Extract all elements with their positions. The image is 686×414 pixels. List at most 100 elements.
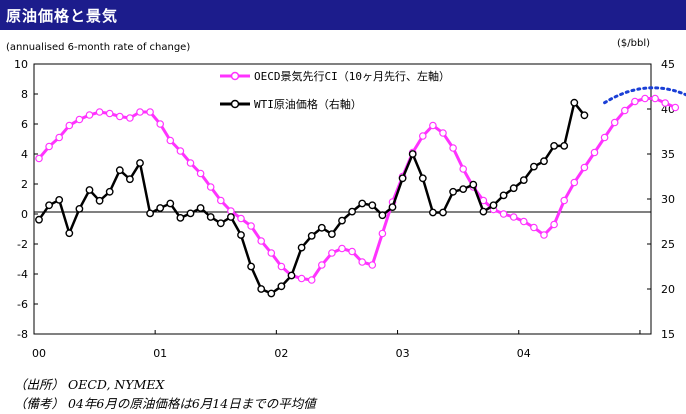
point-wti bbox=[378, 211, 387, 220]
point-oecd bbox=[166, 136, 175, 145]
point-wti bbox=[125, 175, 134, 184]
point-wti bbox=[277, 282, 286, 291]
point-oecd bbox=[307, 276, 316, 284]
point-oecd bbox=[651, 94, 659, 103]
point-wti bbox=[540, 157, 548, 166]
point-wti bbox=[550, 142, 558, 150]
point-wti bbox=[176, 213, 185, 222]
point-oecd bbox=[217, 196, 225, 205]
page-title: 原油価格と景気 bbox=[6, 7, 119, 25]
legend-marker-wti bbox=[230, 99, 240, 109]
point-oecd bbox=[631, 97, 639, 106]
point-wti bbox=[560, 142, 569, 150]
x-tick-label: 04 bbox=[517, 347, 531, 360]
point-wti bbox=[196, 204, 205, 212]
point-wti bbox=[479, 207, 488, 216]
point-oecd bbox=[449, 144, 457, 152]
point-oecd bbox=[95, 108, 104, 116]
left-axis: 10 8 6 4 2 0 -2 -4 -6 -8 bbox=[14, 58, 38, 341]
left-tick-label: -2 bbox=[17, 238, 28, 251]
point-wti bbox=[570, 98, 579, 107]
point-wti bbox=[186, 209, 195, 218]
point-wti bbox=[136, 159, 144, 167]
point-oecd bbox=[55, 133, 64, 142]
point-oecd bbox=[600, 133, 609, 142]
point-oecd bbox=[641, 94, 649, 103]
legend: OECD景気先行CI（10ヶ月先行、左軸） WTI原油価格（右軸） bbox=[220, 69, 450, 111]
point-oecd bbox=[429, 121, 437, 130]
point-wti bbox=[509, 184, 518, 193]
point-oecd bbox=[560, 196, 569, 205]
point-oecd bbox=[590, 148, 599, 157]
left-tick-label: 8 bbox=[21, 88, 28, 101]
point-oecd bbox=[206, 183, 215, 191]
point-wti bbox=[428, 208, 437, 217]
point-oecd bbox=[550, 220, 558, 229]
right-tick-label: 25 bbox=[661, 238, 675, 251]
point-oecd bbox=[519, 217, 528, 226]
legend-label-wti: WTI原油価格（右軸） bbox=[254, 97, 362, 111]
point-wti bbox=[105, 187, 114, 196]
point-oecd bbox=[146, 108, 154, 116]
point-oecd bbox=[328, 249, 336, 257]
left-tick-label: 4 bbox=[21, 148, 28, 161]
point-wti bbox=[45, 201, 53, 210]
point-oecd bbox=[509, 213, 518, 221]
point-oecd bbox=[126, 114, 134, 122]
point-oecd bbox=[267, 249, 276, 257]
point-wti bbox=[35, 215, 43, 224]
point-wti bbox=[519, 176, 528, 185]
point-wti bbox=[449, 187, 457, 196]
point-oecd bbox=[620, 106, 629, 115]
point-oecd bbox=[35, 154, 43, 163]
point-oecd bbox=[85, 111, 94, 119]
point-wti bbox=[226, 213, 235, 221]
point-oecd bbox=[338, 244, 346, 253]
right-tick-label: 45 bbox=[661, 58, 675, 71]
point-wti bbox=[307, 231, 316, 240]
point-oecd bbox=[418, 132, 427, 140]
point-oecd bbox=[439, 129, 447, 137]
left-tick-label: -8 bbox=[17, 328, 28, 341]
point-wti bbox=[75, 204, 84, 213]
point-wti bbox=[530, 162, 538, 171]
point-wti bbox=[287, 271, 296, 280]
point-wti bbox=[267, 289, 276, 298]
point-oecd bbox=[186, 159, 195, 167]
point-oecd bbox=[277, 262, 286, 271]
point-oecd bbox=[610, 118, 619, 127]
point-oecd bbox=[580, 163, 589, 172]
x-tick-label: 03 bbox=[396, 347, 410, 360]
x-tick-label: 00 bbox=[32, 347, 46, 360]
point-wti bbox=[580, 111, 589, 120]
point-oecd bbox=[257, 237, 266, 245]
right-axis-unit: ($/bbl) bbox=[617, 38, 650, 49]
left-tick-label: 10 bbox=[14, 58, 28, 71]
point-oecd bbox=[156, 120, 165, 128]
point-oecd bbox=[459, 165, 468, 173]
series-layer bbox=[35, 86, 686, 298]
point-oecd bbox=[196, 169, 205, 178]
right-tick-label: 35 bbox=[661, 148, 675, 161]
right-tick-label: 15 bbox=[661, 328, 675, 341]
remark-note: （備考） 04年6月の原油価格は6月14日までの平均値 bbox=[14, 396, 316, 411]
point-wti bbox=[368, 201, 377, 210]
point-wti bbox=[358, 199, 367, 208]
point-oecd bbox=[105, 109, 114, 118]
point-oecd bbox=[530, 223, 538, 232]
point-oecd bbox=[540, 231, 548, 239]
forecast-arrow bbox=[603, 86, 686, 105]
point-oecd bbox=[499, 210, 508, 218]
point-wti bbox=[327, 230, 336, 239]
point-oecd bbox=[570, 178, 579, 187]
point-oecd bbox=[65, 121, 74, 130]
left-axis-unit: (annualised 6-month rate of change) bbox=[6, 42, 190, 53]
plot-frame bbox=[33, 63, 652, 335]
point-oecd bbox=[116, 112, 124, 121]
point-wti bbox=[439, 208, 447, 217]
point-wti bbox=[216, 219, 225, 228]
point-oecd bbox=[45, 142, 53, 151]
point-wti bbox=[388, 203, 397, 212]
point-wti bbox=[348, 207, 356, 216]
